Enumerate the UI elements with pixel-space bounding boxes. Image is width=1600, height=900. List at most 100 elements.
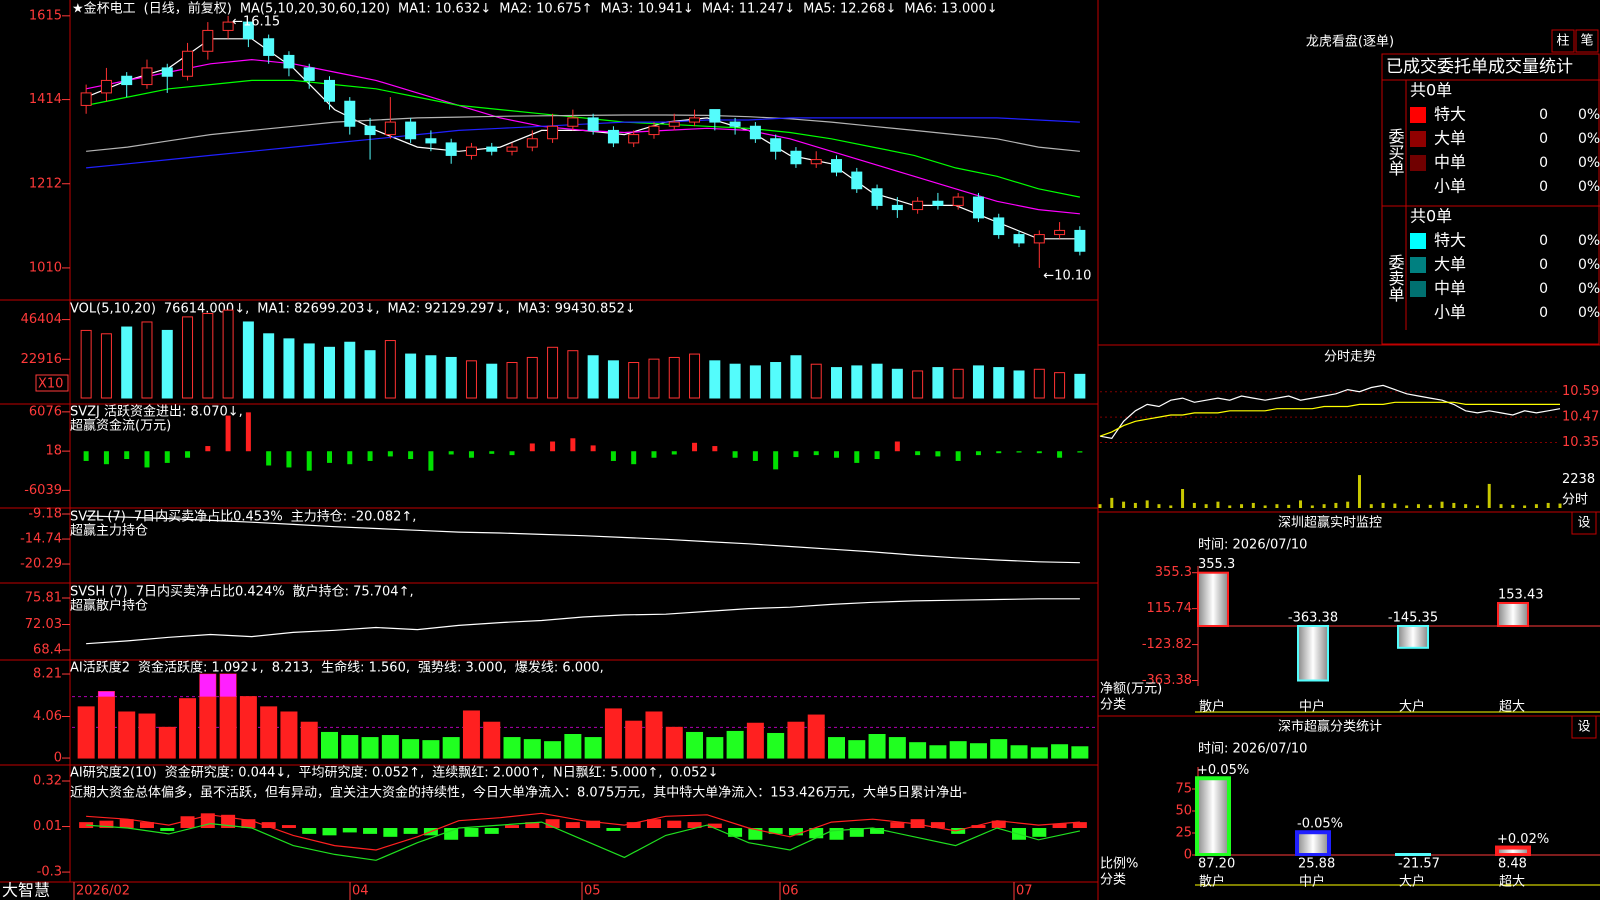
bar	[687, 822, 702, 829]
volume-bar	[344, 341, 356, 399]
volume-bar	[465, 360, 477, 399]
bar	[468, 451, 474, 458]
timestamp: 时间: 2026/07/10	[1198, 742, 1307, 757]
side-label: 委卖单	[1386, 254, 1405, 302]
bar	[160, 828, 175, 831]
intraday-volume	[1558, 503, 1562, 508]
toggle-button[interactable]	[1551, 29, 1575, 53]
y-tick-label: 355.3	[1155, 565, 1192, 580]
bar	[991, 820, 1006, 829]
intraday-volume	[1181, 489, 1185, 508]
activity-bar	[483, 721, 501, 759]
activity-bar	[828, 737, 845, 759]
candle-body	[567, 117, 579, 127]
intraday-volume	[1487, 483, 1491, 508]
net-bar	[1397, 625, 1429, 649]
candle-body	[790, 150, 802, 165]
value-label: -363.38	[1288, 611, 1338, 626]
row-count: 0	[1539, 179, 1548, 195]
bar	[327, 451, 332, 463]
bar	[342, 828, 357, 833]
toggle-button-label[interactable]: 笔	[1580, 33, 1593, 49]
activity-bar	[949, 741, 967, 759]
y-tick-label: 1010	[29, 260, 62, 275]
x-label: 分类	[1100, 873, 1126, 888]
bar	[894, 441, 900, 452]
bar	[428, 451, 434, 471]
volume-bar	[506, 362, 518, 399]
bar	[99, 820, 114, 829]
bar	[870, 828, 885, 834]
row-count: 0	[1539, 233, 1548, 249]
y-tick-label: -6039	[24, 483, 62, 498]
intraday-volume	[1440, 501, 1444, 508]
x-tick-label: 大户	[1399, 699, 1425, 715]
settings-button-label[interactable]: 设	[1577, 720, 1590, 735]
bar	[464, 828, 479, 837]
volume-bar	[972, 365, 984, 399]
order-total: 共0单	[1410, 81, 1452, 100]
legend-item: SVZJ 活跃资金进出: 8.070↓,	[70, 404, 243, 420]
candle-body	[972, 196, 984, 219]
bar	[996, 451, 1002, 454]
swatch	[1410, 233, 1426, 249]
activity-bar	[706, 737, 724, 759]
bar	[103, 451, 109, 465]
legend-item: (日线，前复权)	[144, 1, 232, 17]
value-label: 25.88	[1298, 857, 1335, 872]
volume-bar	[141, 321, 153, 399]
candle-body	[689, 117, 701, 123]
series-line	[85, 79, 1081, 198]
candle-body	[182, 50, 194, 77]
activity-bar	[260, 706, 278, 759]
volume-bar	[749, 365, 761, 399]
legend-item: MA1: 10.632↓	[398, 2, 491, 17]
value-label: -21.57	[1398, 857, 1440, 872]
row-pct: 0%	[1578, 281, 1600, 297]
bar	[306, 451, 312, 471]
x-label: 分类	[1100, 698, 1126, 713]
intraday-volume	[1310, 505, 1314, 508]
row-name: 大单	[1434, 255, 1466, 274]
toggle-button[interactable]	[1575, 29, 1599, 53]
bar	[590, 445, 596, 452]
legend-item: MA5: 12.268↓	[803, 2, 896, 17]
candle-body	[1074, 229, 1086, 252]
toggle-button-label[interactable]: 柱	[1556, 34, 1569, 49]
activity-bar	[1071, 746, 1089, 759]
legend-item: 7日内买卖净占比0.424%	[136, 584, 285, 600]
y-tick-label: 10.47	[1562, 410, 1599, 425]
activity-bar	[888, 737, 906, 759]
activity-bar	[1051, 744, 1069, 759]
bar	[935, 451, 941, 457]
candle-body	[831, 159, 842, 173]
pct-label: +0.05%	[1197, 763, 1249, 778]
candle-body	[587, 117, 599, 131]
settings-button-label[interactable]: 设	[1577, 516, 1590, 531]
settings-button[interactable]	[1571, 715, 1597, 739]
y-tick-label: 115.74	[1147, 601, 1193, 616]
intraday-volume	[1110, 497, 1114, 508]
activity-bar	[158, 726, 176, 759]
row-count: 0	[1539, 305, 1548, 321]
legend-item: 7日内买卖净占比0.453%	[134, 509, 283, 525]
candle-body	[141, 67, 153, 86]
row-name: 小单	[1434, 177, 1466, 196]
low-annotation: ←10.10	[1043, 268, 1091, 283]
activity-bar	[361, 737, 379, 759]
bar	[529, 443, 535, 452]
intraday-volume	[1357, 475, 1361, 508]
candle-body	[506, 146, 518, 152]
candle-body	[1013, 234, 1025, 244]
y-tick-label: 18	[45, 444, 62, 459]
bar	[854, 451, 860, 463]
volume-bar	[121, 326, 133, 399]
legend-item: 资金研究度: 0.044↓,	[165, 765, 291, 781]
intraday-volume	[1122, 501, 1126, 508]
bar	[610, 451, 616, 461]
candle-body	[932, 200, 944, 206]
x-tick-label: 大户	[1399, 874, 1425, 890]
candle-body	[465, 146, 477, 156]
bar	[286, 451, 292, 468]
settings-button[interactable]	[1571, 511, 1597, 535]
